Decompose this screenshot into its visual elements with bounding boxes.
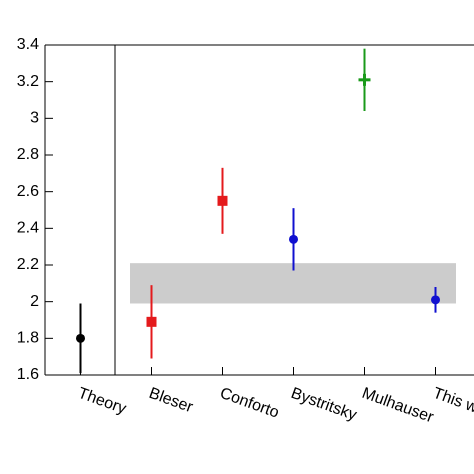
- x-tick-label: Bleser: [147, 385, 196, 417]
- x-tick-label: Bystritsky: [289, 385, 359, 424]
- marker: [76, 333, 85, 343]
- x-tick-label: Mulhauser: [360, 385, 437, 427]
- x-tick-label: Conforto: [218, 385, 282, 422]
- y-tick-label: 3.4: [17, 36, 39, 53]
- y-tick-label: 2.8: [17, 146, 39, 163]
- marker: [146, 316, 157, 327]
- marker: [358, 73, 371, 86]
- y-tick-label: 1.8: [17, 330, 39, 347]
- y-tick-label: 2: [30, 293, 39, 310]
- y-tick-label: 2.2: [17, 256, 39, 273]
- x-tick-label: Theory: [76, 385, 129, 418]
- x-tick-label: This w: [431, 385, 474, 417]
- y-tick-label: 2.4: [17, 220, 39, 237]
- y-tick-label: 3.2: [17, 73, 39, 90]
- y-tick-label: 1.6: [17, 366, 39, 383]
- y-tick-label: 2.6: [17, 183, 39, 200]
- marker: [289, 234, 298, 244]
- y-tick-label: 3: [30, 110, 39, 127]
- marker: [217, 195, 228, 206]
- marker: [431, 295, 440, 305]
